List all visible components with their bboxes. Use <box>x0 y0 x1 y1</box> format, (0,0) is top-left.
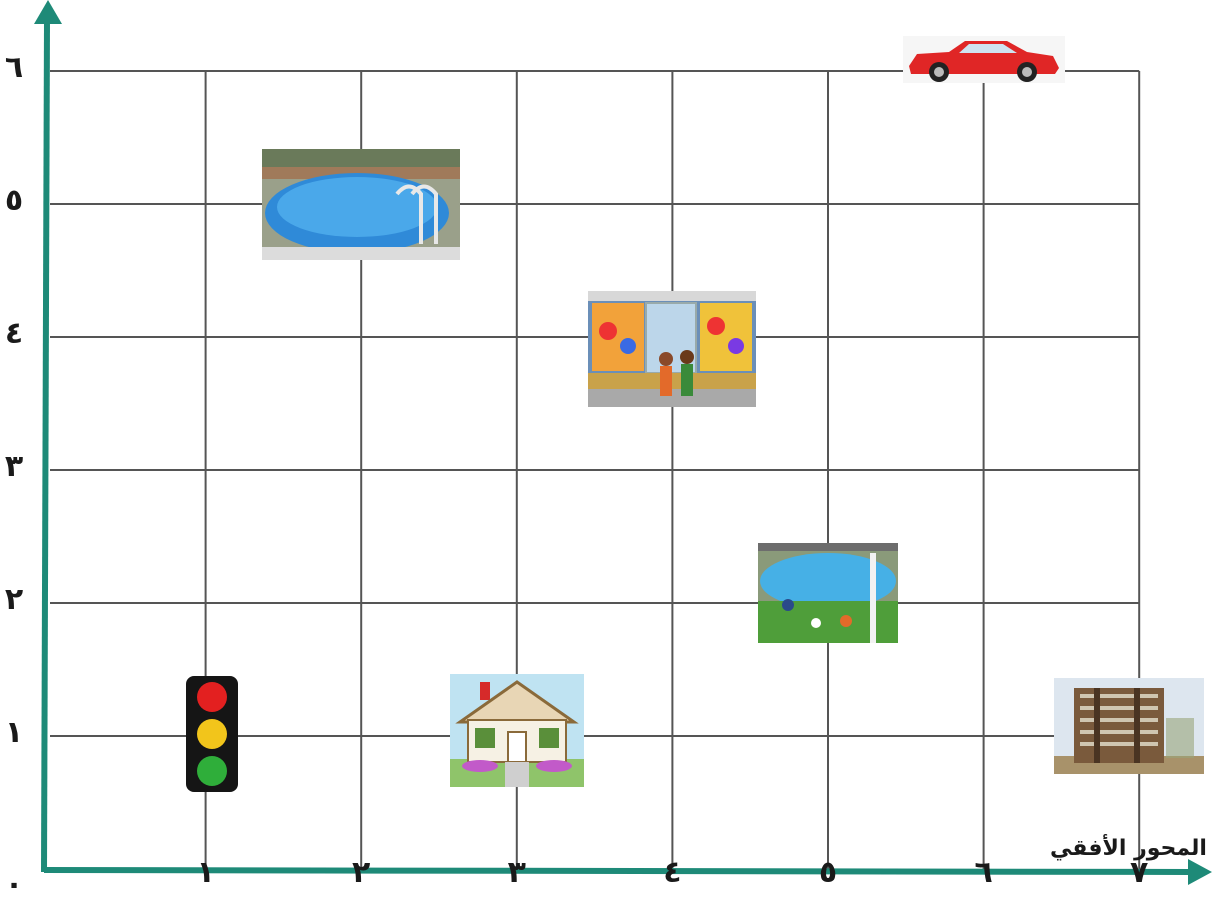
x-tick-label: ٢ <box>352 855 371 890</box>
x-tick-label: ٥ <box>818 855 838 890</box>
y-tick-label: ٦ <box>4 50 24 85</box>
traffic-light-icon <box>185 676 238 792</box>
apartment-building-icon <box>1054 678 1205 774</box>
vertical-axis-arrowhead <box>34 0 62 24</box>
horizontal-axis-title: المحور الأفقي <box>1050 836 1207 861</box>
y-tick-label: ٢ <box>4 582 24 617</box>
origin-label: ٠ <box>4 867 24 902</box>
house-icon <box>449 673 584 787</box>
y-tick-label: ٤ <box>4 316 24 351</box>
horizontal-axis <box>43 867 1191 875</box>
car-icon <box>902 35 1065 83</box>
x-tick-label: ٦ <box>974 855 993 890</box>
vertical-axis <box>41 19 50 873</box>
x-tick-label: ١ <box>196 855 215 890</box>
x-tick-label: ٤ <box>663 855 682 890</box>
x-tick-label: ٣ <box>507 855 526 890</box>
y-tick-label: ١ <box>4 715 24 750</box>
y-tick-label: ٥ <box>4 183 24 218</box>
stadium-icon <box>758 543 898 643</box>
horizontal-axis-arrowhead <box>1188 859 1212 885</box>
swimming-pool-icon <box>262 148 461 260</box>
y-tick-label: ٣ <box>4 449 24 484</box>
x-tick-label: ٧ <box>1130 855 1149 890</box>
axes <box>34 0 1212 885</box>
toy-store-icon <box>588 291 757 407</box>
